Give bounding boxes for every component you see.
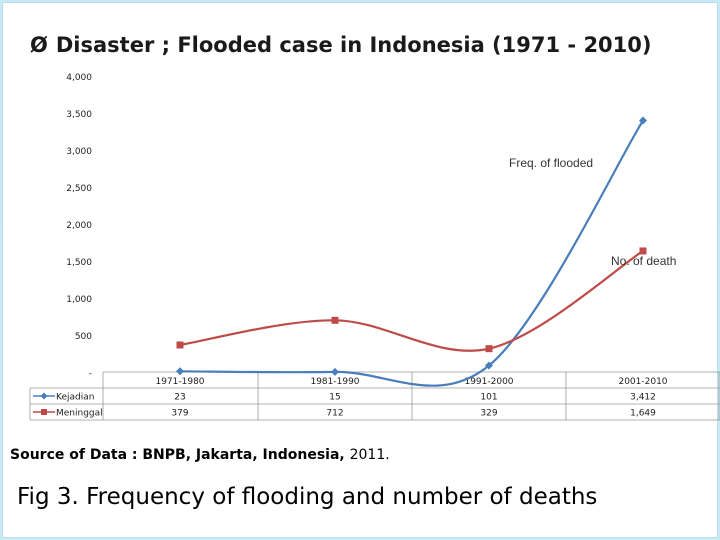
- y-tick-label: 1,000: [66, 295, 92, 305]
- data-table-values: 1971-1980 1981-1990 1991-2000 2001-2010 23 15…: [155, 377, 667, 419]
- annotation-no-death: No. of death: [611, 254, 676, 268]
- series-kejadian: [176, 116, 647, 387]
- y-tick-label: 3,500: [66, 110, 92, 120]
- data-point-marker: [639, 247, 647, 255]
- x-category-label: 1981-1990: [310, 377, 359, 387]
- table-cell: 3,412: [630, 393, 656, 403]
- table-cell: 1,649: [630, 409, 656, 419]
- slide-title: Ø Disaster ; Flooded case in Indonesia (1…: [30, 33, 652, 57]
- data-point-marker: [331, 316, 339, 324]
- data-point-marker: [176, 367, 184, 376]
- y-tick-label: 4,000: [66, 73, 92, 83]
- legend-key-kejadian: [33, 392, 55, 400]
- data-source-text: Source of Data : BNPB, Jakarta, Indonesi…: [10, 447, 345, 463]
- data-table-grid: [29, 371, 720, 421]
- table-cell: 379: [171, 409, 188, 419]
- figure-caption: Fig 3. Frequency of flooding and number …: [17, 484, 598, 510]
- legend-label-meninggal: Meninggal: [56, 409, 103, 419]
- y-tick-label: 1,500: [66, 258, 92, 268]
- data-point-marker: [176, 341, 184, 349]
- data-point-marker: [485, 361, 493, 370]
- annotation-freq-flooded: Freq. of flooded: [509, 156, 593, 170]
- series-line-kejadian: [179, 119, 644, 387]
- y-tick-label: 2,000: [66, 221, 92, 231]
- table-cell: 329: [480, 409, 497, 419]
- series-layer: [176, 116, 647, 387]
- y-tick-label: 3,000: [66, 147, 92, 157]
- x-category-label: 1971-1980: [155, 377, 204, 387]
- arrow-bullet-icon: Ø: [30, 33, 48, 57]
- y-tick-label: 500: [75, 332, 92, 342]
- y-tick-label: 2,500: [66, 184, 92, 194]
- legend-label-kejadian: Kejadian: [56, 393, 94, 403]
- table-cell: 15: [329, 393, 340, 403]
- table-cell: 712: [326, 409, 343, 419]
- table-cell: 23: [174, 393, 185, 403]
- x-category-label: 2001-2010: [618, 377, 667, 387]
- data-source-year: 2011.: [349, 447, 390, 463]
- table-cell: 101: [480, 393, 497, 403]
- legend-key-meninggal: [33, 409, 55, 415]
- data-point-marker: [331, 367, 339, 376]
- data-point-marker: [485, 345, 493, 353]
- y-axis-ticks: - 500 1,000 1,500 2,000 2,500 3,000 3,500 4,000: [66, 73, 92, 379]
- series-meninggal: [176, 247, 647, 353]
- series-line-meninggal: [179, 250, 644, 352]
- data-source: Source of Data : BNPB, Jakarta, Indonesi…: [10, 447, 390, 463]
- data-point-marker: [639, 116, 647, 125]
- y-tick-label: -: [89, 369, 92, 379]
- x-category-label: 1991-2000: [464, 377, 513, 387]
- slide-title-text: Disaster ; Flooded case in Indonesia (19…: [55, 33, 652, 57]
